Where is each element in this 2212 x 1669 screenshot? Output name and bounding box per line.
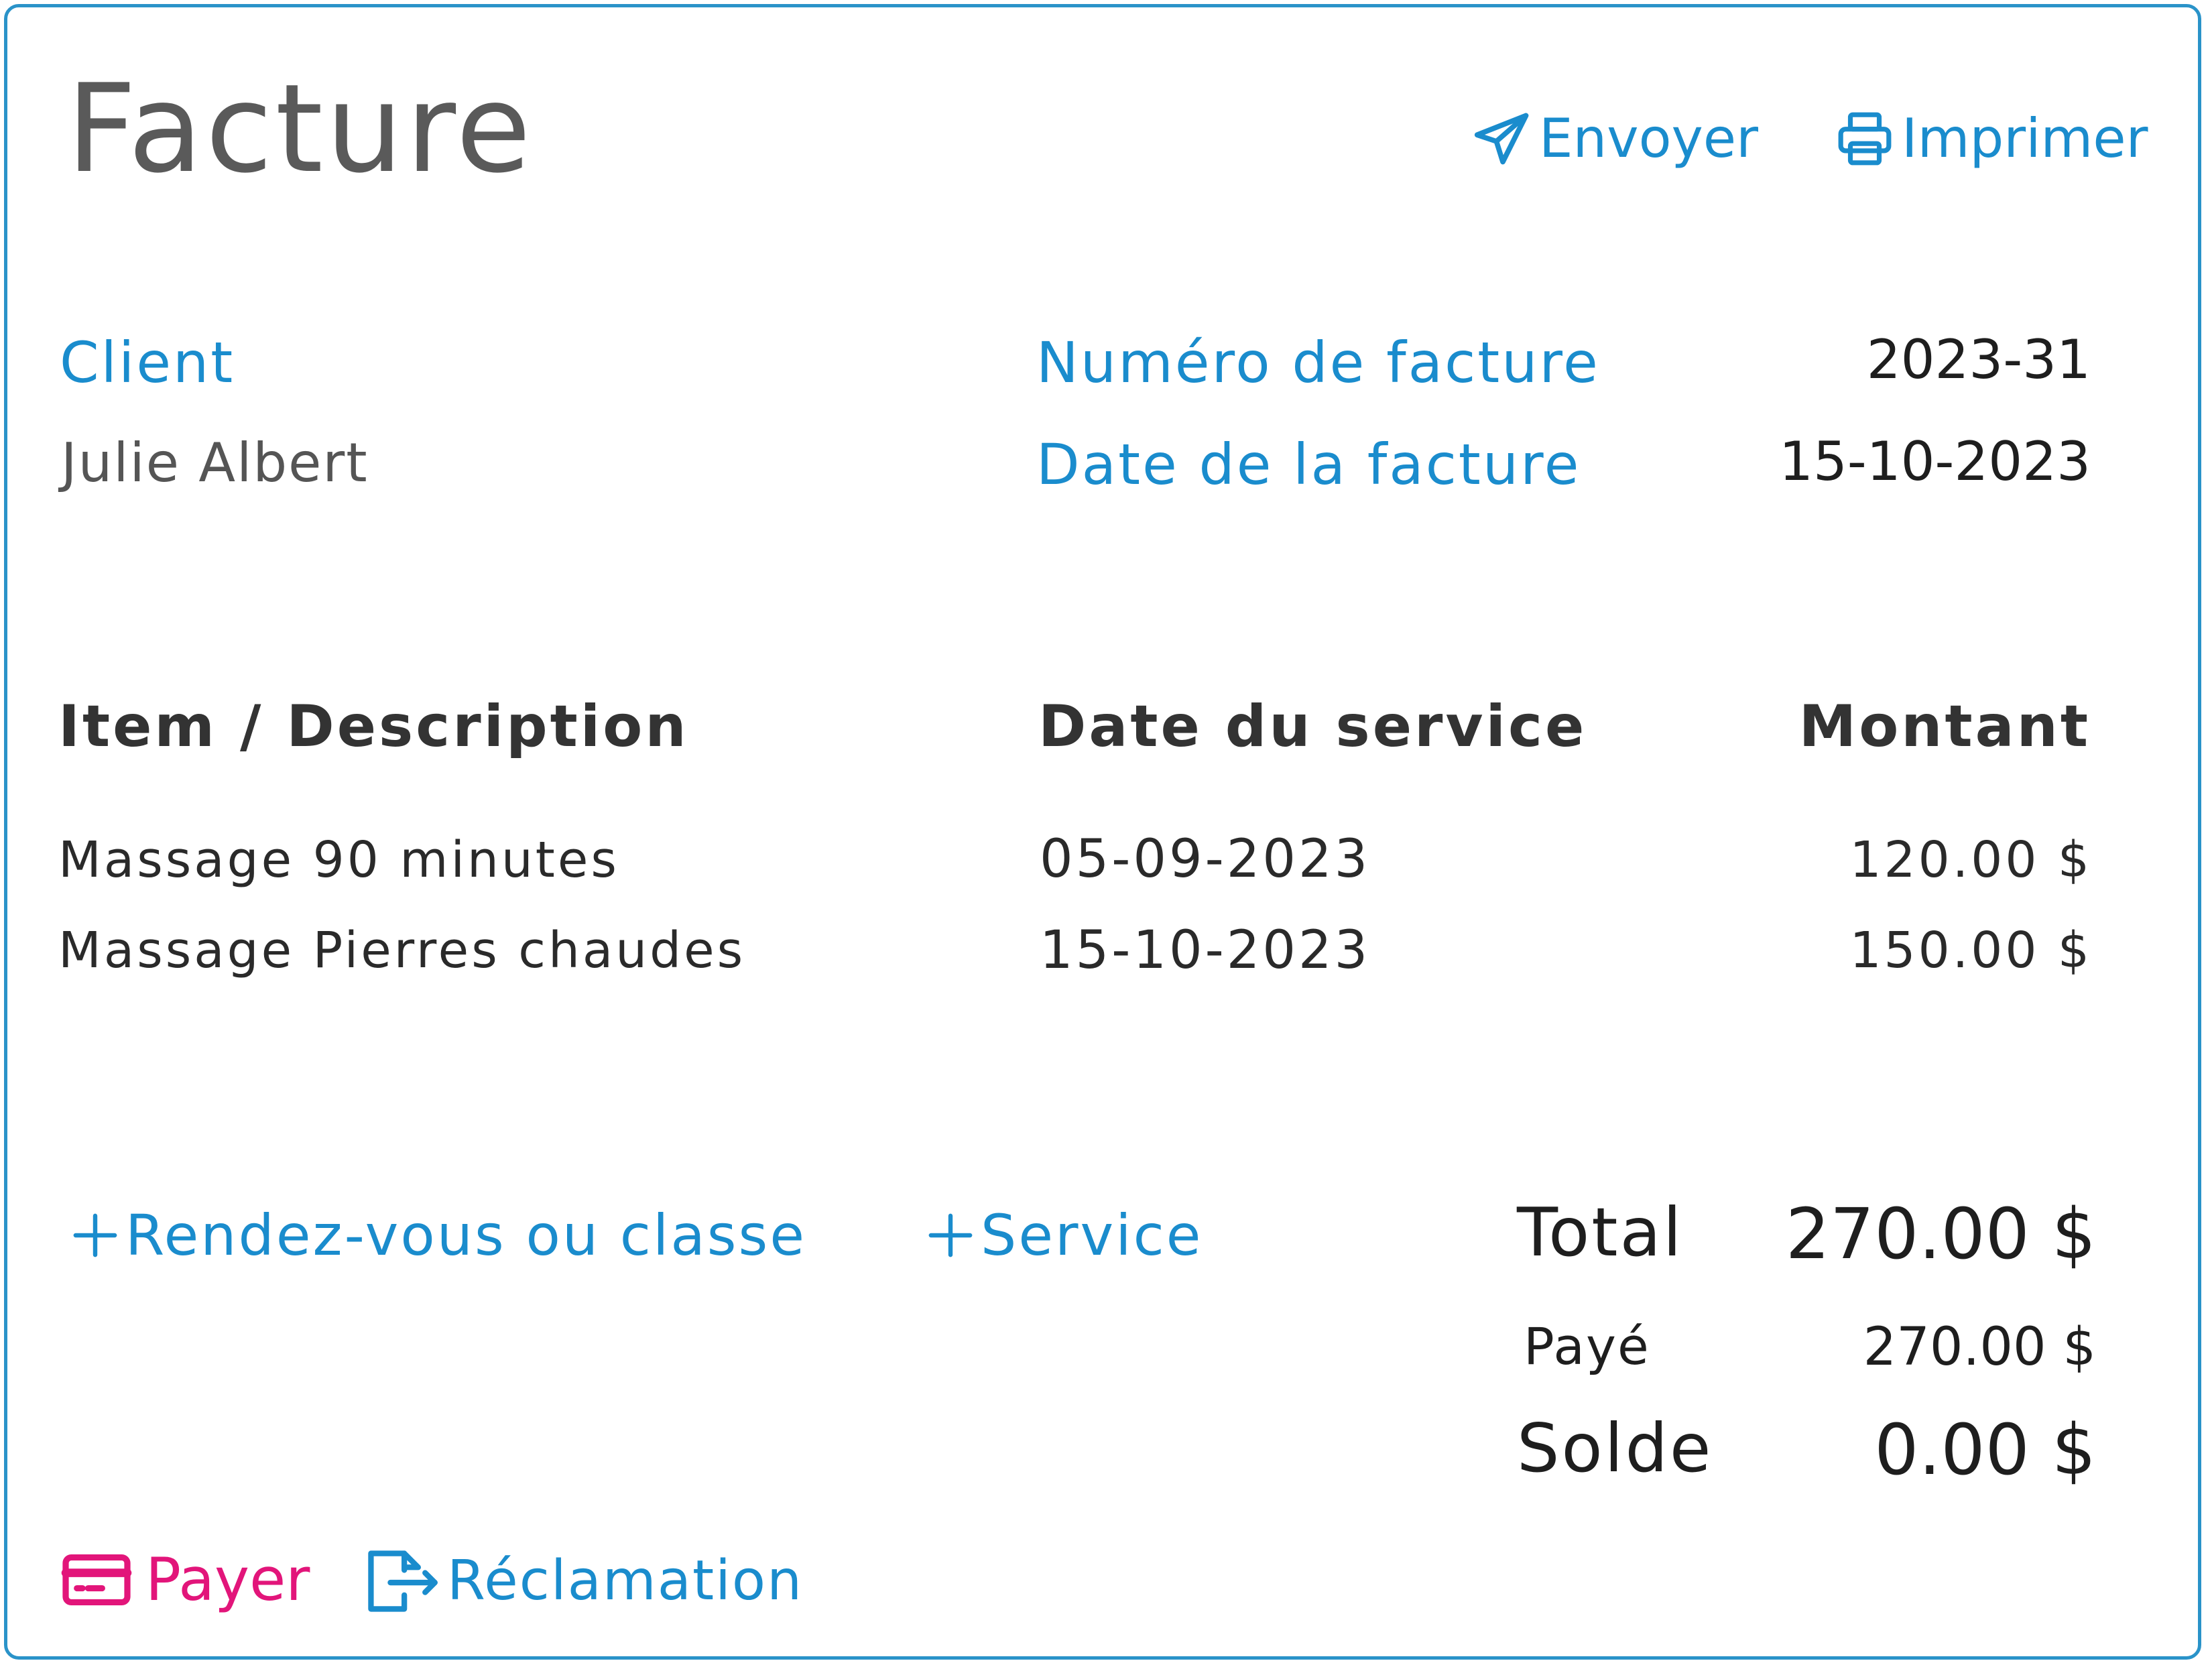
column-header-amount: Montant [1798, 693, 2091, 760]
table-row-date: 15-10-2023 [1040, 920, 1371, 981]
plus-icon [927, 1212, 974, 1259]
invoice-card: Facture Envoyer Imprimer Client Julie Al… [4, 4, 2201, 1660]
table-row-amount: 120.00 $ [1849, 831, 2092, 889]
column-header-description: Item / Description [58, 693, 689, 760]
table-row-description: Massage Pierres chaudes [58, 922, 746, 979]
total-label: Total [1517, 1193, 1684, 1272]
total-value: 270.00 $ [1785, 1193, 2096, 1275]
send-label: Envoyer [1539, 107, 1758, 170]
claim-button[interactable]: Réclamation [363, 1548, 803, 1615]
client-label: Client [60, 330, 235, 395]
invoice-number-label: Numéro de facture [1036, 330, 1600, 395]
paid-label: Payé [1524, 1316, 1650, 1376]
add-appointment-button[interactable]: Rendez-vous ou classe [72, 1207, 806, 1263]
invoice-number: 2023-31 [1866, 328, 2091, 391]
print-button[interactable]: Imprimer [1836, 108, 2148, 170]
balance-label: Solde [1517, 1409, 1713, 1487]
balance-value: 0.00 $ [1874, 1409, 2096, 1491]
claim-label: Réclamation [447, 1549, 804, 1613]
table-row-date: 05-09-2023 [1040, 829, 1371, 889]
paid-value: 270.00 $ [1863, 1317, 2096, 1377]
page-title: Facture [66, 58, 534, 200]
add-service-button[interactable]: Service [927, 1207, 1203, 1263]
print-label: Imprimer [1902, 107, 2148, 170]
add-appointment-label: Rendez-vous ou classe [125, 1202, 806, 1268]
send-button[interactable]: Envoyer [1472, 108, 1758, 170]
table-row-amount: 150.00 $ [1849, 922, 2092, 979]
printer-icon [1836, 108, 1894, 170]
table-row-description: Massage 90 minutes [58, 831, 619, 889]
pay-label: Payer [145, 1545, 310, 1614]
client-name: Julie Albert [61, 432, 369, 494]
add-service-label: Service [981, 1202, 1203, 1268]
credit-card-icon [60, 1549, 133, 1611]
invoice-date: 15-10-2023 [1779, 430, 2091, 493]
pay-button[interactable]: Payer [60, 1549, 310, 1611]
column-header-service-date: Date du service [1038, 693, 1587, 760]
file-export-icon [363, 1548, 440, 1615]
invoice-date-label: Date de la facture [1036, 432, 1581, 497]
paper-plane-icon [1472, 108, 1534, 170]
plus-icon [72, 1212, 119, 1259]
